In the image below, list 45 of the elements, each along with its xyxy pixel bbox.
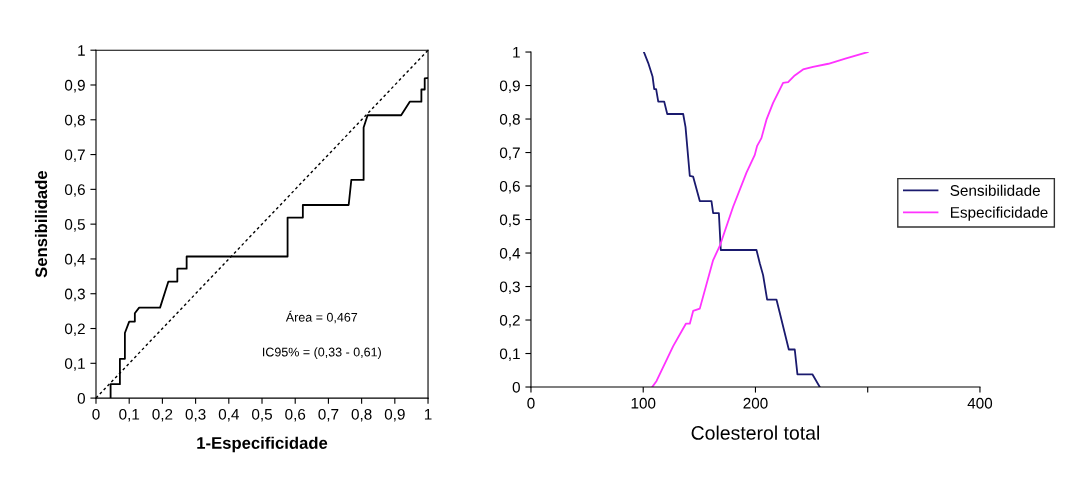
y-tick-label: 0,2: [64, 323, 85, 337]
y-tick-label: 0,3: [499, 281, 520, 295]
x-tick-label: 0,9: [384, 408, 405, 422]
x-axis-title: 1-Especificidade: [197, 436, 328, 453]
x-tick-label: 1: [424, 409, 432, 420]
x-tick-label: 0,8: [351, 408, 372, 422]
y-tick-label: 0,8: [64, 114, 85, 128]
y-tick-label: 0,1: [64, 358, 85, 371]
y-tick-label: 0,4: [499, 247, 521, 261]
y-tick-label: 1: [513, 47, 520, 58]
y-tick-label: 0,6: [64, 184, 85, 197]
x-tick-label: 0,4: [218, 408, 239, 422]
line-series: [651, 52, 869, 388]
y-tick-label: 0,9: [64, 79, 85, 93]
legend-label: Sensibilidade: [950, 184, 1040, 196]
y-tick-label: 0,7: [499, 147, 520, 161]
y-tick-label: 0,2: [499, 314, 520, 328]
x-tick-label: 0,1: [119, 408, 140, 422]
y-tick-label: 0,4: [64, 253, 86, 267]
line-series: [642, 52, 821, 388]
annotation: IC95% = (0,33 - 0,61): [263, 347, 381, 359]
x-tick-label: 0,2: [152, 408, 173, 422]
y-tick-label: 1: [78, 45, 85, 56]
x-tick-label: 200: [743, 397, 768, 409]
x-tick-label: 0,5: [251, 408, 272, 422]
y-tick-label: 0,8: [499, 113, 520, 127]
x-tick-label: 0,7: [318, 408, 339, 422]
y-tick-label: 0,3: [64, 288, 85, 302]
legend-label: Especificidade: [950, 206, 1048, 221]
y-tick-label: 0: [512, 381, 520, 393]
annotation: Área = 0,467: [285, 310, 358, 324]
y-axis-title: Sensibilidade: [34, 170, 48, 278]
x-tick-label: 0: [527, 397, 535, 409]
x-tick-label: 0,6: [285, 408, 306, 422]
x-tick-label: 400: [967, 397, 993, 409]
x-tick-label: 0,3: [185, 408, 206, 422]
x-tick-label: 0: [92, 408, 100, 420]
y-tick-label: 0,9: [499, 80, 520, 94]
y-tick-label: 0,5: [64, 219, 85, 232]
x-axis-title: Colesterol total: [691, 425, 820, 440]
y-tick-label: 0,7: [64, 149, 85, 163]
y-tick-label: 0,5: [499, 214, 520, 228]
y-tick-label: 0,6: [499, 180, 520, 194]
y-tick-label: 0,1: [499, 348, 520, 362]
x-tick-label: 100: [631, 397, 656, 409]
